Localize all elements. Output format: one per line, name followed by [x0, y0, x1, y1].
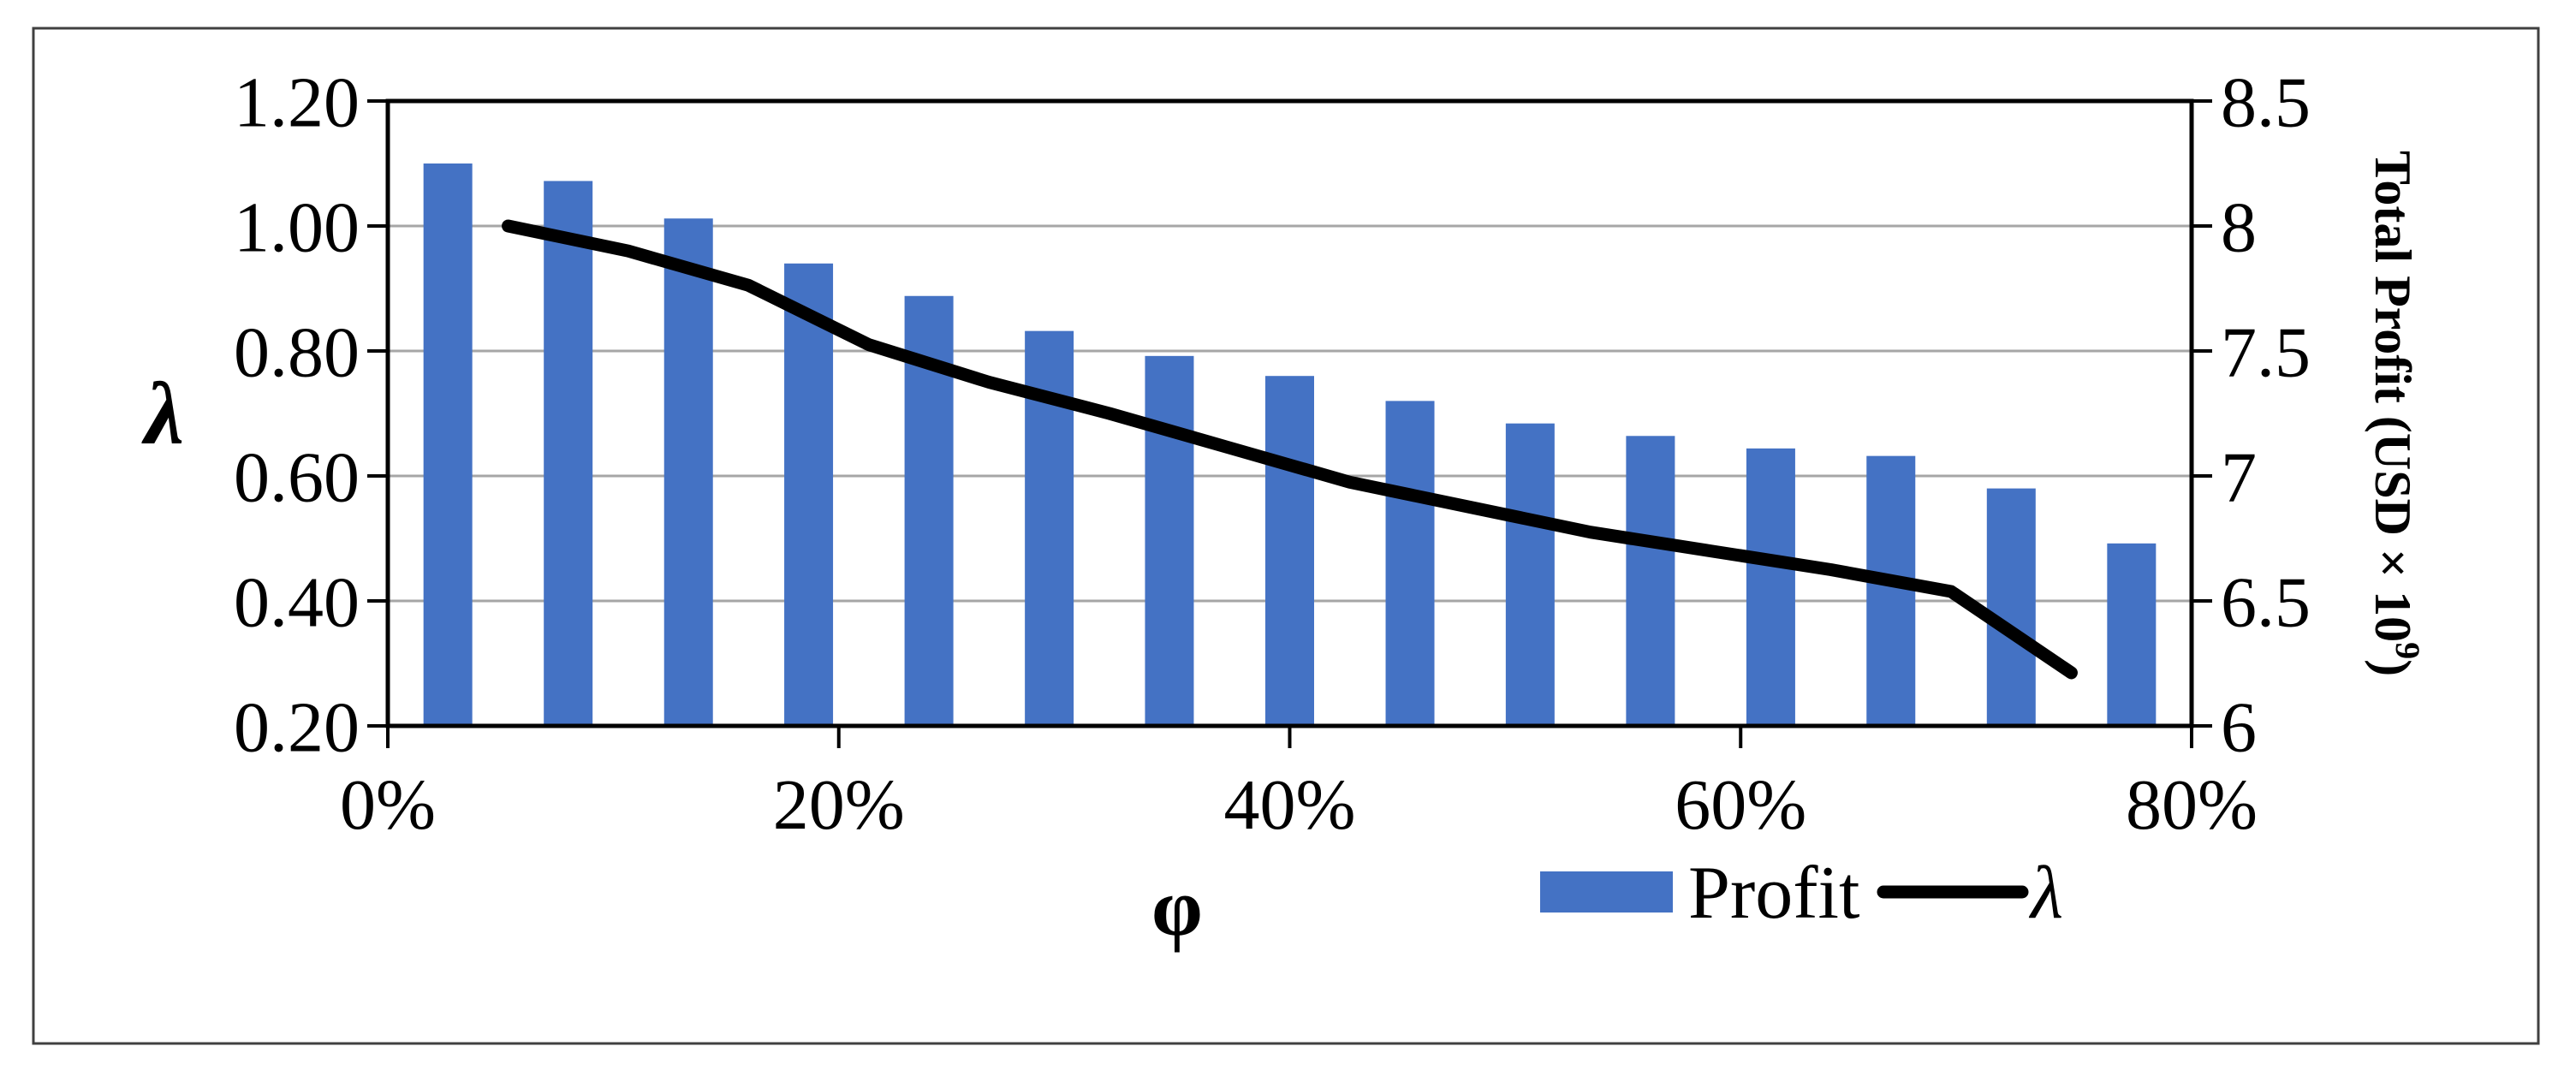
profit-bar — [1385, 401, 1435, 726]
right-axis-title-main: Total Profit (USD × 10 — [2365, 151, 2421, 642]
x-axis-tick-label: 40% — [1224, 765, 1356, 845]
axis-ticks — [367, 99, 2212, 748]
left-axis-title: λ — [141, 365, 184, 463]
profit-bar — [1505, 423, 1555, 726]
right-axis-tick-label: 8 — [2221, 187, 2257, 267]
lambda-line — [502, 219, 2078, 680]
x-axis-tick-label: 80% — [2126, 765, 2258, 845]
right-axis-title-close: ) — [2365, 659, 2421, 676]
profit-bar — [1866, 455, 1916, 726]
profit-bar — [544, 181, 593, 726]
lambda-line-path — [502, 219, 2078, 680]
legend-lambda-label: λ — [2028, 852, 2063, 935]
profit-bar — [1145, 355, 1194, 726]
x-axis-tick-label: 0% — [340, 765, 436, 845]
legend-profit-swatch — [1540, 871, 1673, 913]
left-axis-tick-label: 0.60 — [234, 437, 360, 517]
left-axis-tick-label: 1.00 — [234, 187, 360, 267]
profit-bar — [1746, 448, 1795, 726]
legend: Profit λ — [1540, 852, 2063, 935]
profit-bar — [1986, 488, 2036, 726]
right-axis-tick-label: 7 — [2221, 437, 2257, 517]
x-axis-title: φ — [1151, 861, 1203, 953]
right-axis-tick-label: 7.5 — [2221, 312, 2311, 392]
x-axis-tick-label: 60% — [1675, 765, 1806, 845]
left-axis-tick-label: 1.20 — [234, 62, 360, 142]
profit-bar — [423, 163, 473, 726]
profit-bar — [1265, 376, 1314, 726]
profit-bar — [2107, 543, 2157, 726]
profit-bar — [1626, 436, 1675, 726]
left-axis-tick-label: 0.40 — [234, 562, 360, 642]
profit-bar — [663, 218, 713, 727]
left-axis-tick-label: 0.80 — [234, 312, 360, 392]
right-axis-tick-label: 8.5 — [2221, 62, 2311, 142]
right-axis-tick-label: 6 — [2221, 687, 2257, 767]
left-axis-tick-label: 0.20 — [234, 687, 360, 767]
right-axis-tick-label: 6.5 — [2221, 562, 2311, 642]
right-axis-title-superscript: 9 — [2389, 642, 2427, 659]
legend-profit-label: Profit — [1688, 852, 1859, 935]
right-axis-title: Total Profit (USD × 109) — [2365, 151, 2427, 676]
x-axis-tick-label: 20% — [773, 765, 905, 845]
axis-tick-labels: 1.20 8.51.00 80.80 7.50.60 70.40 6.50.20 60% 20… — [234, 62, 2311, 845]
profit-bar — [784, 263, 834, 726]
